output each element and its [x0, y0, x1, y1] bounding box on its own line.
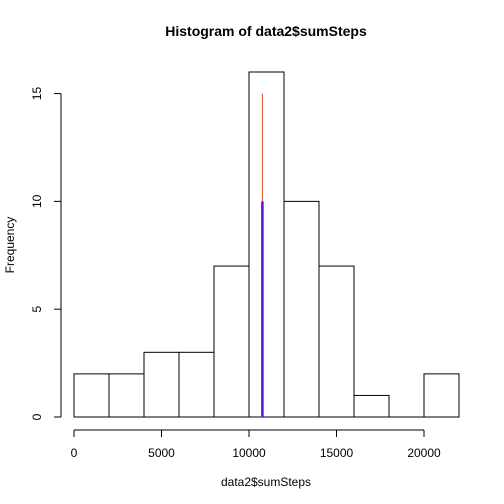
- x-axis-label: data2$sumSteps: [221, 475, 311, 489]
- x-tick-label-0: 0: [71, 446, 78, 460]
- histogram-bar-5: [248, 71, 285, 418]
- histogram-bar-7: [318, 265, 355, 418]
- x-tick-label-1: 5000: [148, 446, 175, 460]
- y-axis: 0 5 10 15: [30, 87, 62, 420]
- y-axis-label: Frequency: [3, 217, 17, 274]
- histogram-bar-2: [143, 351, 180, 418]
- histogram-bar-10: [423, 373, 460, 418]
- chart-title: Histogram of data2$sumSteps: [165, 23, 367, 39]
- y-tick-label-1: 5: [30, 306, 44, 313]
- histogram-bar-1: [108, 373, 145, 418]
- x-tick-label-2: 10000: [232, 446, 266, 460]
- histogram-bar-6: [283, 200, 320, 418]
- x-axis: 0 5000 10000 15000 20000: [71, 429, 441, 460]
- bars-group: [73, 71, 460, 418]
- histogram-bar-3: [178, 351, 215, 418]
- histogram-bar-0: [73, 373, 110, 418]
- x-tick-label-3: 15000: [320, 446, 354, 460]
- histogram-bar-8: [353, 394, 390, 418]
- x-tick-label-4: 20000: [407, 446, 441, 460]
- y-tick-label-3: 15: [30, 87, 44, 101]
- y-tick-label-2: 10: [30, 194, 44, 208]
- histogram-bar-4: [213, 265, 250, 418]
- y-tick-label-0: 0: [30, 413, 44, 420]
